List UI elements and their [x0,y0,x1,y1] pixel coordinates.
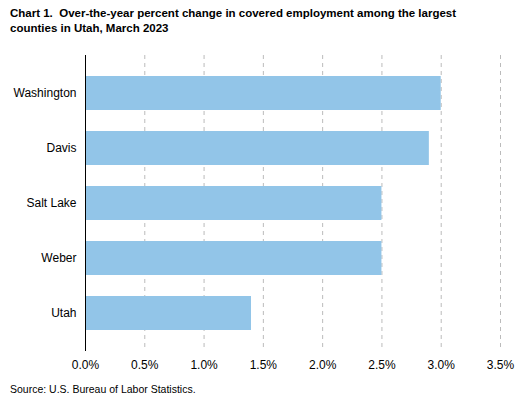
html-text:Source: U.S. Bureau of Labor S: Source: U.S. Bureau of Labor Statistics. [10,382,196,395]
svg-text:Salt Lake: Salt Lake [26,196,76,210]
svg-text:0.0%: 0.0% [72,358,100,372]
svg-text:0.5%: 0.5% [131,358,159,372]
svg-text:1.0%: 1.0% [190,358,218,372]
svg-text:1.5%: 1.5% [250,358,278,372]
svg-text:Weber: Weber [41,251,76,265]
svg-text:Utah: Utah [51,306,76,320]
svg-text:3.0%: 3.0% [428,358,456,372]
html-text:Chart 1. Over-the-year percent: Chart 1. Over-the-year percent change in… [10,7,457,34]
svg-text:2.5%: 2.5% [368,358,396,372]
svg-text:Davis: Davis [46,141,76,155]
svg-text:Washington: Washington [14,86,77,100]
svg-text:2.0%: 2.0% [309,358,337,372]
svg-text:3.5%: 3.5% [487,358,515,372]
